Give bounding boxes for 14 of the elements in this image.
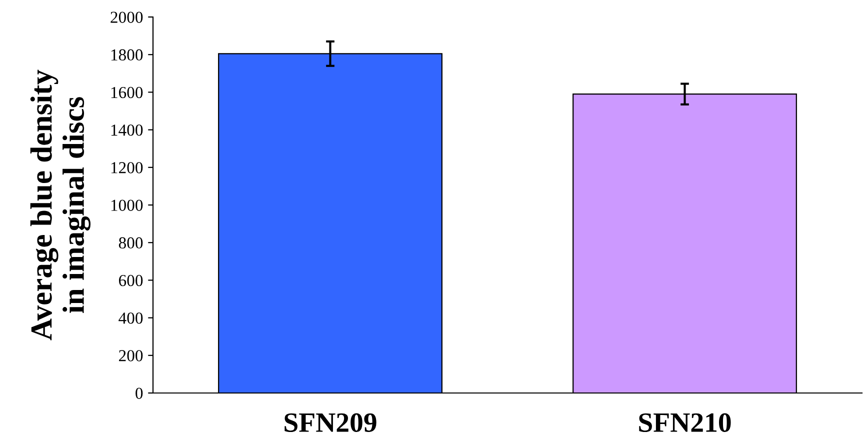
y-tick-label: 600 <box>118 274 143 286</box>
y-tick-label: 1800 <box>111 49 143 61</box>
y-tick-label: 0 <box>136 388 143 399</box>
x-tick-label: SFN210 <box>639 413 731 432</box>
y-tick-label: 1200 <box>111 162 143 174</box>
y-tick-label: 1600 <box>111 86 143 98</box>
y-tick-label: 2000 <box>110 12 143 23</box>
y-tick-label: 400 <box>118 312 143 324</box>
x-tick-label: SFN209 <box>284 413 376 432</box>
y-tick-label: 200 <box>119 350 143 362</box>
y-tick-label: 1000 <box>111 200 143 211</box>
y-axis-title: Average blue density in imaginal discs <box>30 70 90 340</box>
y-tick-label: 800 <box>118 237 143 249</box>
y-tick-label: 1400 <box>111 124 143 136</box>
